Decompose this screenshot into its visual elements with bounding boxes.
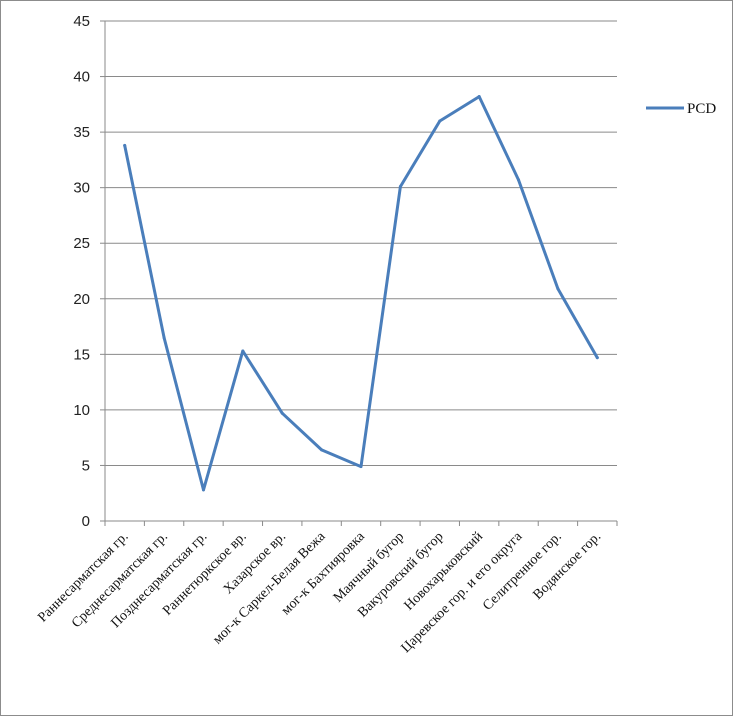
data-point (123, 143, 127, 147)
data-point (517, 178, 521, 182)
data-point (556, 287, 560, 291)
y-tick-label: 25 (73, 235, 90, 252)
y-tick-label: 20 (73, 291, 90, 308)
y-tick-label: 40 (73, 69, 90, 86)
gridlines (105, 20, 617, 466)
legend: PCD (646, 101, 716, 117)
x-tick-label: Водянское гор. (531, 529, 605, 603)
data-point (280, 411, 284, 415)
y-tick-label: 45 (73, 13, 90, 30)
y-tick-label: 35 (73, 124, 90, 141)
data-point (320, 448, 324, 452)
data-point (359, 465, 363, 469)
data-point (438, 119, 442, 123)
legend-label: PCD (687, 101, 716, 117)
y-tick-label: 0 (82, 513, 90, 530)
y-tick-label: 30 (73, 180, 90, 197)
x-tick-labels: Раннесарматская гр.Среднесарматская гр.П… (35, 529, 604, 656)
data-point (241, 349, 245, 353)
series-layer (123, 95, 599, 492)
data-point (595, 356, 599, 360)
y-tick-label: 5 (82, 457, 90, 474)
data-point (477, 95, 481, 99)
data-point (201, 488, 205, 492)
y-tick-labels: 0 5 10 15 20 25 30 35 40 45 (73, 13, 90, 530)
data-point (398, 185, 402, 189)
y-tick-label: 15 (73, 346, 90, 363)
y-tick-label: 10 (73, 402, 90, 419)
x-tick-label: Маячный бугор (331, 529, 407, 605)
axes (100, 20, 618, 526)
series-line-PCD (123, 95, 599, 492)
data-point (162, 336, 166, 340)
